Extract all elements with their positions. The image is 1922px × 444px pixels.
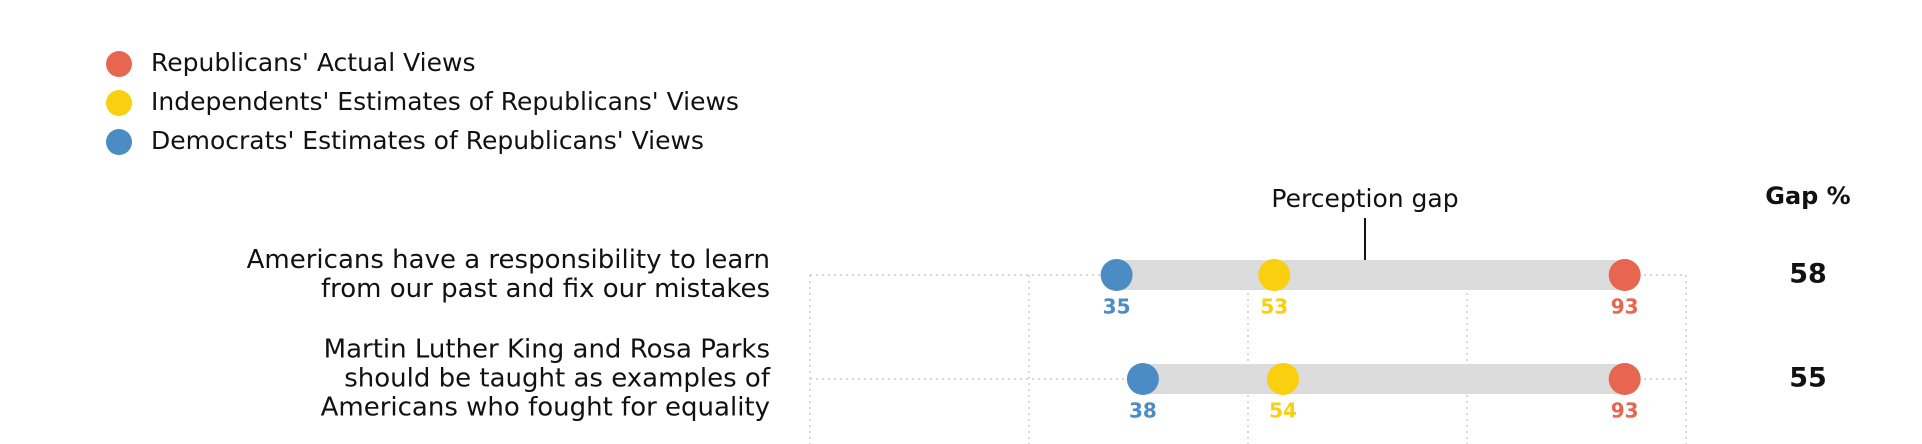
legend-marker	[106, 51, 132, 77]
value-label: 35	[1103, 295, 1131, 319]
category-label: Americans have a responsibility to learn…	[246, 245, 770, 304]
dot	[1608, 363, 1641, 395]
gap-value: 55	[1789, 363, 1827, 394]
value-label: 93	[1611, 399, 1639, 423]
dot	[1267, 363, 1300, 395]
range-bar	[1116, 260, 1625, 290]
value-label: 54	[1269, 399, 1297, 423]
gap-value: 58	[1789, 259, 1827, 290]
legend-marker	[106, 90, 132, 116]
annotation: Perception gap	[1271, 184, 1458, 213]
value-label: 38	[1129, 399, 1157, 423]
value-label: 93	[1611, 295, 1639, 319]
legend-label: Democrats' Estimates of Republicans' Vie…	[151, 126, 704, 155]
dot	[1126, 363, 1159, 395]
dot	[1258, 259, 1291, 291]
value-label: 53	[1260, 295, 1288, 319]
range-bar	[1142, 364, 1625, 394]
category-label: Martin Luther King and Rosa Parks should…	[320, 334, 770, 423]
dot	[1100, 259, 1133, 291]
legend-label: Republicans' Actual Views	[151, 48, 475, 77]
legend-label: Independents' Estimates of Republicans' …	[151, 87, 739, 116]
legend-marker	[106, 129, 132, 155]
dot	[1608, 259, 1641, 291]
gap-header: Gap %	[1765, 182, 1850, 210]
